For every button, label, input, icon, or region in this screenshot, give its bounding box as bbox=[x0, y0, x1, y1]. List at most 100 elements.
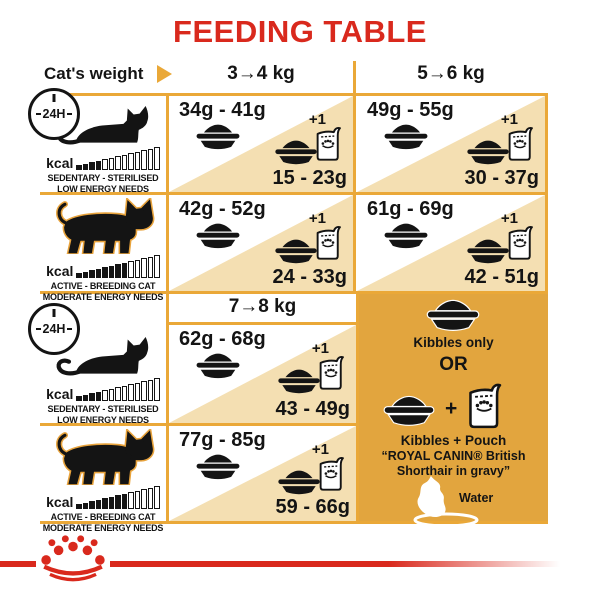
kibbles-pouch-label: Kibbles + Pouch bbox=[400, 433, 507, 448]
water-ripple-icon bbox=[413, 512, 479, 528]
clock-dash bbox=[67, 112, 73, 116]
clock-label: 24H bbox=[42, 322, 66, 336]
profile-sedentary: kcal SEDENTARY - STERILISED LOW ENERGY N… bbox=[40, 100, 166, 195]
profile-line-1: ACTIVE - BREEDING CAT bbox=[50, 512, 156, 522]
profile-active: kcal ACTIVE - BREEDING CAT MODERATE ENER… bbox=[40, 198, 166, 303]
kibbles-amount: 61g - 69g bbox=[367, 198, 454, 220]
kibbles-only-label: Kibbles only bbox=[413, 335, 494, 350]
clock-label: 24H bbox=[42, 107, 66, 121]
kibbles-amount: 77g - 85g bbox=[179, 429, 266, 451]
kibbles-amount: 42g - 52g bbox=[179, 198, 266, 220]
feeding-cell: 42g - 52g +1 24 - 33g bbox=[169, 195, 353, 291]
product-name-line: “ROYAL CANIN® British bbox=[381, 449, 526, 463]
grid-line bbox=[40, 521, 548, 524]
profile-active: kcal ACTIVE - BREEDING CAT MODERATE ENER… bbox=[40, 429, 166, 534]
profile-line-1: ACTIVE - BREEDING CAT bbox=[50, 281, 156, 291]
clock-dash bbox=[35, 112, 41, 116]
profile-sedentary: kcal SEDENTARY - STERILISED LOW ENERGY N… bbox=[40, 331, 166, 426]
grid-line bbox=[166, 93, 169, 294]
kcal-bars bbox=[76, 378, 160, 401]
bowl-icon bbox=[426, 299, 480, 331]
kibbles-amount: 49g - 55g bbox=[367, 99, 454, 121]
feeding-cell: 77g - 85g +1 59 - 66g bbox=[169, 426, 356, 521]
mixed-amount: 42 - 51g bbox=[464, 266, 539, 288]
kcal-label: kcal bbox=[46, 263, 74, 279]
bowl-icon bbox=[278, 369, 320, 394]
plus-one-label: +1 bbox=[308, 210, 326, 227]
clock-dash bbox=[35, 327, 41, 331]
column-header-3-4kg: 3→4 kg bbox=[227, 63, 295, 84]
24h-clock-icon: 24H bbox=[28, 303, 80, 355]
grid-line bbox=[40, 93, 548, 96]
bowl-icon bbox=[275, 140, 317, 165]
grid-line bbox=[353, 93, 356, 294]
feeding-cell: 34g - 41g +1 15 - 23g bbox=[169, 96, 353, 192]
grid-line bbox=[40, 192, 548, 195]
profile-line-2: MODERATE ENERGY NEEDS bbox=[42, 522, 164, 533]
cat-walking-icon bbox=[51, 198, 155, 254]
bowl-icon bbox=[467, 239, 509, 264]
bowl-icon bbox=[384, 124, 428, 150]
grid-line bbox=[166, 291, 169, 524]
bowl-icon bbox=[383, 395, 435, 426]
grid-line bbox=[353, 61, 356, 95]
feeding-cell: 61g - 69g +1 42 - 51g bbox=[357, 195, 545, 291]
kcal-bars bbox=[76, 486, 160, 509]
plus-one-label: +1 bbox=[311, 441, 329, 458]
footer-line bbox=[0, 561, 36, 567]
grid-line bbox=[40, 423, 359, 426]
profile-line-2: LOW ENERGY NEEDS bbox=[57, 183, 149, 194]
product-name-line: Shorthair in gravy” bbox=[396, 464, 511, 478]
plus-sign: + bbox=[445, 397, 458, 420]
kcal-bars bbox=[76, 255, 160, 278]
profile-line-1: SEDENTARY - STERILISED bbox=[47, 404, 159, 414]
kcal-bars bbox=[76, 147, 160, 170]
kcal-label: kcal bbox=[46, 494, 74, 510]
grid-line bbox=[545, 93, 548, 294]
kibbles-amount: 34g - 41g bbox=[179, 99, 266, 121]
feeding-cell: 62g - 68g +1 43 - 49g bbox=[169, 325, 356, 423]
grid-line bbox=[356, 291, 359, 524]
profile-line-1: SEDENTARY - STERILISED bbox=[47, 173, 159, 183]
bowl-icon bbox=[196, 353, 240, 379]
mixed-amount: 15 - 23g bbox=[272, 167, 347, 189]
pouch-icon bbox=[469, 383, 502, 429]
page-title: FEEDING TABLE bbox=[173, 14, 427, 49]
profile-line-2: LOW ENERGY NEEDS bbox=[57, 414, 149, 425]
mixed-amount: 43 - 49g bbox=[275, 398, 350, 420]
grid-line bbox=[166, 322, 359, 325]
kcal-label: kcal bbox=[46, 155, 74, 171]
24h-clock-icon: 24H bbox=[28, 88, 80, 140]
mixed-amount: 59 - 66g bbox=[275, 496, 350, 518]
cat-walking-icon bbox=[51, 429, 155, 485]
royal-canin-crown-logo bbox=[41, 535, 105, 582]
bowl-icon bbox=[196, 454, 240, 480]
bowl-icon bbox=[467, 140, 509, 165]
bowl-icon bbox=[196, 223, 240, 249]
clock-dash bbox=[67, 327, 73, 331]
grid-line bbox=[40, 291, 548, 294]
weight-arrow-icon bbox=[157, 65, 172, 83]
bowl-icon bbox=[384, 223, 428, 249]
plus-one-label: +1 bbox=[500, 210, 518, 227]
feeding-options-panel: Kibbles only OR + Kibbles + Pouch “ROYAL… bbox=[359, 294, 548, 528]
kcal-label: kcal bbox=[46, 386, 74, 402]
footer-line bbox=[110, 561, 560, 567]
plus-one-label: +1 bbox=[311, 340, 329, 357]
mixed-amount: 30 - 37g bbox=[464, 167, 539, 189]
or-label: OR bbox=[439, 354, 468, 375]
mixed-amount: 24 - 33g bbox=[272, 266, 347, 288]
cats-weight-label: Cat's weight bbox=[44, 64, 144, 83]
profile-line-2: MODERATE ENERGY NEEDS bbox=[42, 291, 164, 302]
plus-one-label: +1 bbox=[500, 111, 518, 128]
bowl-icon bbox=[196, 124, 240, 150]
bowl-icon bbox=[278, 470, 320, 495]
kibbles-amount: 62g - 68g bbox=[179, 328, 266, 350]
plus-one-label: +1 bbox=[308, 111, 326, 128]
water-label: Water bbox=[459, 491, 494, 505]
column-header-5-6kg: 5→6 kg bbox=[417, 63, 485, 84]
column-header-7-8kg: 7→8 kg bbox=[228, 296, 297, 317]
water-splash-icon bbox=[417, 475, 446, 518]
feeding-cell: 49g - 55g +1 30 - 37g bbox=[357, 96, 545, 192]
